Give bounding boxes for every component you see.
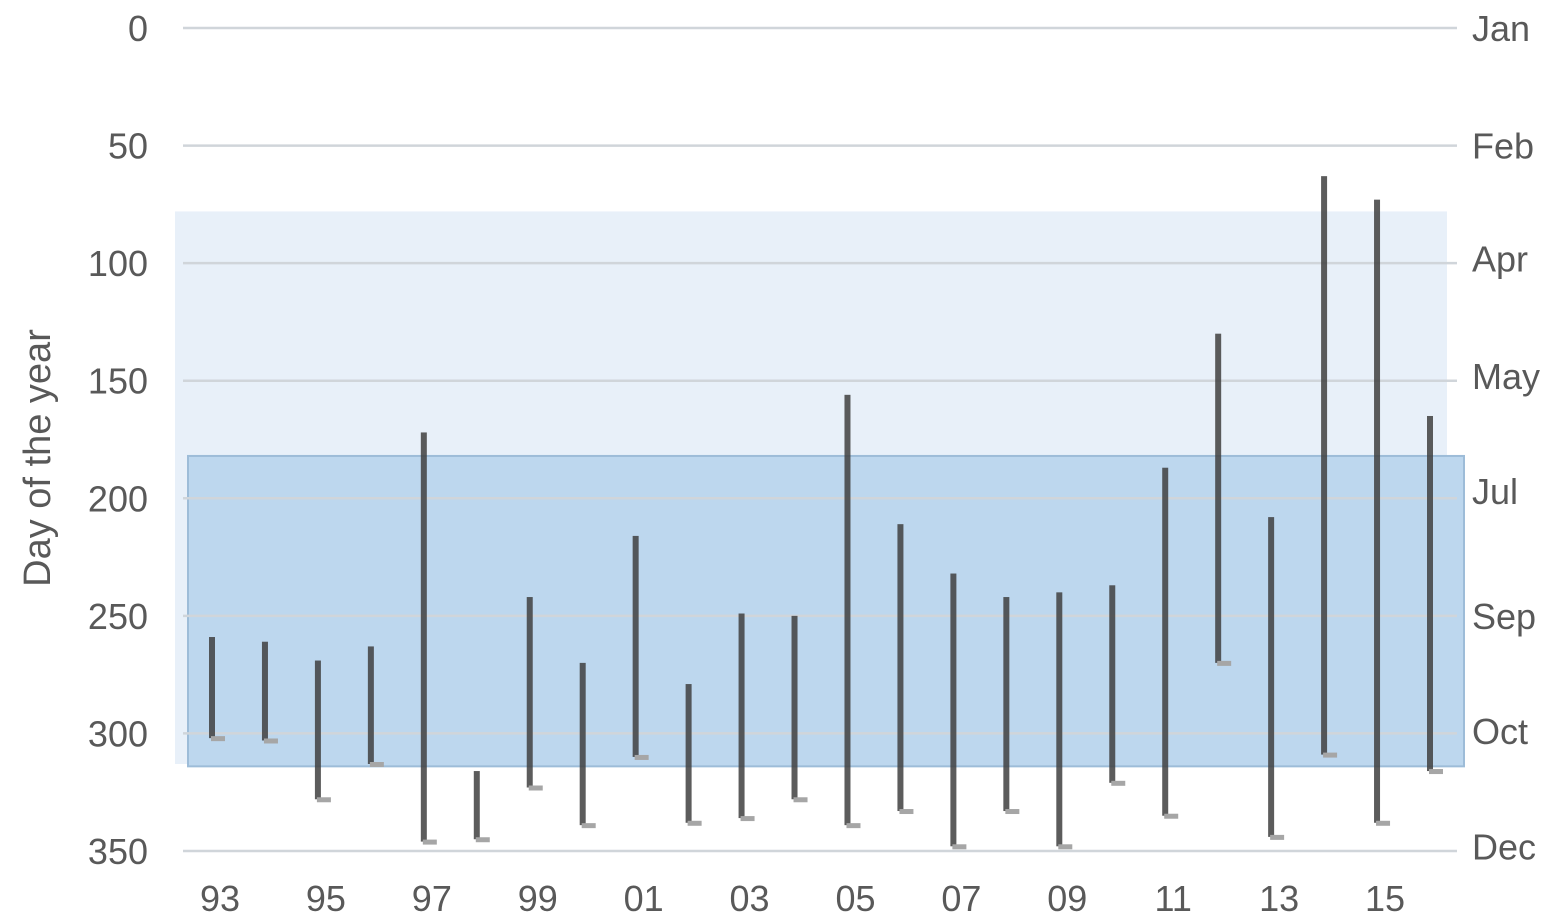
bar-cap-2016 bbox=[1429, 769, 1443, 775]
x-tick-label: 09 bbox=[1047, 878, 1087, 917]
bar-cap-2006 bbox=[899, 809, 914, 815]
month-tick-label: Jul bbox=[1472, 471, 1518, 512]
x-tick-label: 11 bbox=[1155, 878, 1192, 917]
bar-cap-1999 bbox=[528, 785, 543, 791]
bar-1998 bbox=[473, 771, 480, 840]
x-tick-label: 93 bbox=[200, 878, 240, 917]
band-1 bbox=[187, 454, 1465, 768]
bar-2004 bbox=[791, 615, 798, 800]
y-tick-label: 300 bbox=[88, 713, 148, 754]
y-tick-label: 50 bbox=[108, 126, 148, 167]
y-tick-label: 250 bbox=[88, 596, 148, 637]
y-tick-label: 100 bbox=[88, 243, 148, 284]
bar-2002 bbox=[685, 684, 692, 823]
y-tick-label: 0 bbox=[128, 8, 148, 49]
month-tick-label: May bbox=[1472, 356, 1540, 397]
x-tick-label: 97 bbox=[412, 878, 452, 917]
bar-2015 bbox=[1374, 199, 1381, 823]
y-tick-label: 150 bbox=[88, 361, 148, 402]
bar-cap-2015 bbox=[1376, 820, 1391, 826]
month-tick-label: Feb bbox=[1472, 126, 1534, 167]
bar-2003 bbox=[738, 613, 745, 819]
bar-cap-2000 bbox=[581, 823, 596, 829]
bar-cap-2010 bbox=[1111, 780, 1126, 786]
bar-1994 bbox=[261, 641, 268, 741]
bar-2009 bbox=[1056, 592, 1063, 847]
y-tick-label: 200 bbox=[88, 478, 148, 519]
bar-cap-1993 bbox=[211, 736, 225, 742]
bar-cap-2012 bbox=[1217, 660, 1232, 666]
bar-cap-1995 bbox=[316, 797, 331, 803]
bar-cap-2013 bbox=[1270, 834, 1285, 840]
bar-2008 bbox=[1003, 597, 1010, 812]
bars bbox=[209, 176, 1443, 850]
x-tick-label: 15 bbox=[1365, 878, 1405, 917]
bar-2000 bbox=[579, 662, 586, 826]
bar-cap-2001 bbox=[634, 754, 649, 760]
bar-cap-1996 bbox=[369, 761, 384, 767]
x-tick-label: 03 bbox=[730, 878, 770, 917]
bar-1997 bbox=[420, 432, 427, 842]
bar-2016 bbox=[1427, 415, 1433, 772]
month-tick-label: Sep bbox=[1472, 596, 1536, 637]
bar-2001 bbox=[632, 535, 639, 757]
month-tick-labels: Jan Feb Apr May Jul Sep Oct Dec bbox=[1472, 8, 1540, 867]
bar-2006 bbox=[897, 524, 904, 812]
bar-cap-2003 bbox=[740, 816, 755, 822]
x-tick-label: 13 bbox=[1259, 878, 1299, 917]
bar-cap-2005 bbox=[846, 823, 861, 829]
bar-cap-2014 bbox=[1323, 752, 1338, 758]
bar-cap-2002 bbox=[687, 820, 702, 826]
bar-1999 bbox=[526, 597, 533, 788]
y-tick-labels: 0 50 100 150 200 250 300 350 bbox=[88, 8, 148, 872]
x-tick-label: 99 bbox=[518, 878, 558, 917]
bar-cap-2009 bbox=[1058, 844, 1073, 850]
y-tick-label: 350 bbox=[88, 831, 148, 872]
bar-cap-1997 bbox=[422, 839, 437, 845]
bar-2010 bbox=[1109, 585, 1116, 783]
x-tick-label: 05 bbox=[835, 878, 875, 917]
bar-1996 bbox=[367, 646, 374, 764]
bar-2014 bbox=[1321, 176, 1328, 755]
x-tick-label: 01 bbox=[624, 878, 664, 917]
bar-cap-2008 bbox=[1005, 809, 1020, 815]
bar-2012 bbox=[1215, 333, 1222, 663]
bar-cap-2004 bbox=[793, 797, 808, 803]
y-axis-label: Day of the year bbox=[17, 329, 59, 587]
x-tick-labels: 93 95 97 99 01 03 05 07 09 11 13 15 bbox=[200, 878, 1405, 917]
month-tick-label: Oct bbox=[1472, 711, 1528, 752]
bar-cap-2011 bbox=[1164, 813, 1179, 819]
x-tick-label: 95 bbox=[306, 878, 346, 917]
gridlines bbox=[183, 26, 1457, 853]
bar-cap-2007 bbox=[952, 844, 967, 850]
x-tick-label: 07 bbox=[941, 878, 981, 917]
month-tick-label: Dec bbox=[1472, 826, 1536, 867]
bar-cap-1994 bbox=[263, 738, 278, 744]
bar-cap-1998 bbox=[475, 837, 490, 843]
bar-2011 bbox=[1162, 467, 1169, 816]
bar-2013 bbox=[1268, 517, 1275, 837]
bar-2007 bbox=[950, 573, 957, 847]
month-tick-label: Jan bbox=[1472, 8, 1530, 49]
month-tick-label: Apr bbox=[1472, 238, 1528, 279]
bar-1993 bbox=[209, 637, 215, 739]
bar-1995 bbox=[314, 660, 321, 800]
bar-2005 bbox=[844, 394, 851, 826]
season-bands bbox=[175, 211, 1465, 768]
